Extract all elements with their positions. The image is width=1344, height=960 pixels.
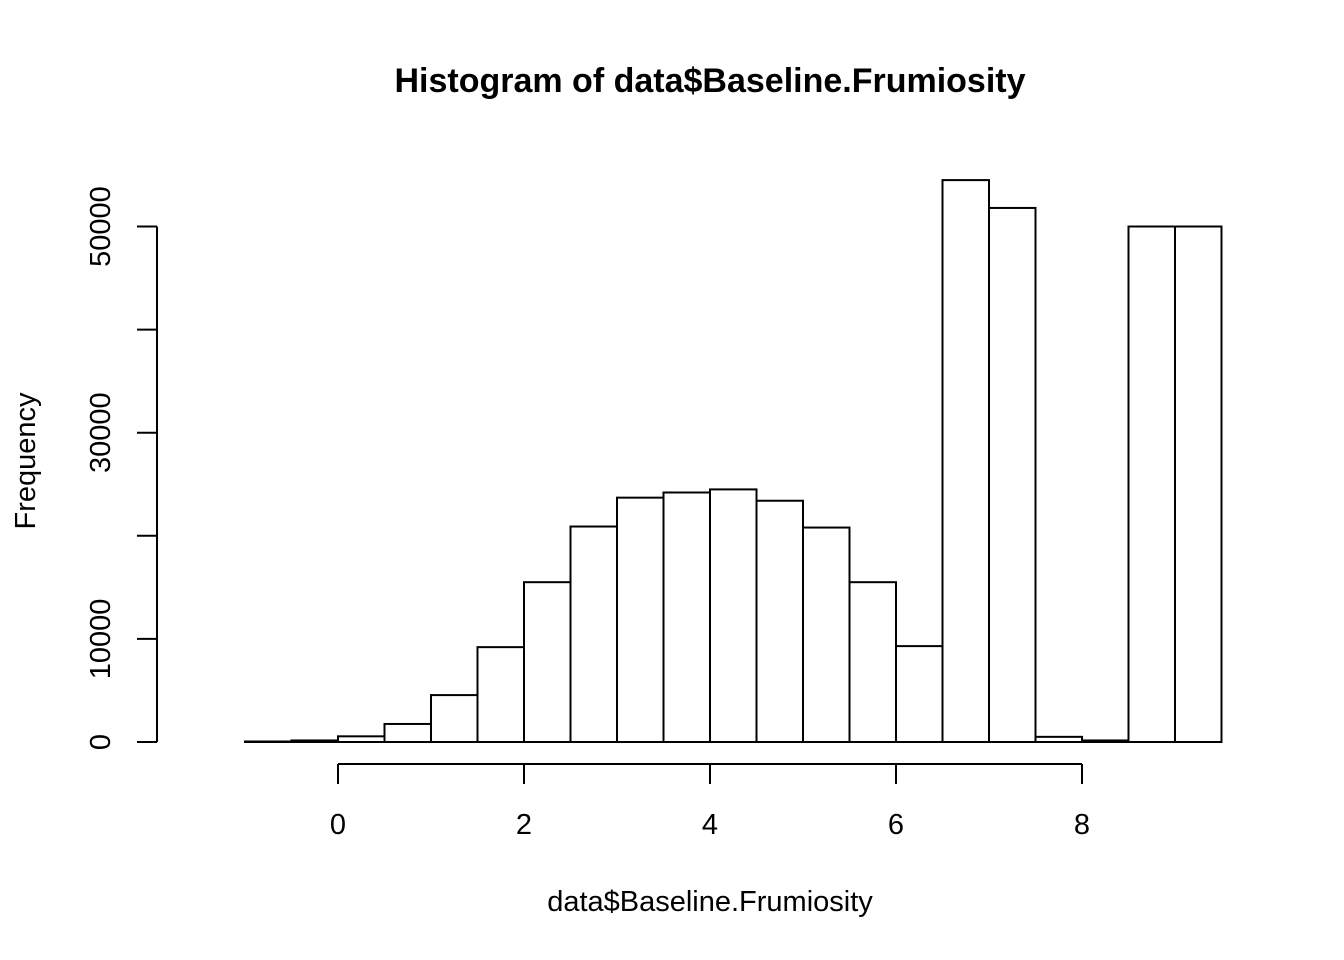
chart-title: Histogram of data$Baseline.Frumiosity [394,62,1025,100]
x-tick-label: 8 [1074,809,1090,841]
histogram-bar [476,646,525,744]
histogram-bar [662,491,711,743]
histogram-bar [941,179,990,744]
x-tick-label: 0 [330,809,346,841]
histogram-bar [244,740,293,743]
histogram-bar [523,581,572,743]
y-tick-label: 50000 [85,186,117,267]
histogram-bar [988,206,1037,743]
histogram-bar [848,581,897,743]
x-axis: 0 2 4 6 8 [330,763,1090,841]
histogram-bar [802,526,851,743]
histogram-bar [616,496,665,744]
histogram-bar [1127,225,1176,743]
histogram-bar [709,488,758,743]
histogram-bar [290,739,339,743]
histogram-bars [244,179,1223,744]
y-tick-label: 10000 [85,599,117,680]
y-tick-label: 0 [85,734,117,750]
x-tick-label: 4 [702,809,718,841]
histogram-bar [569,525,618,743]
y-tick-label: 30000 [85,392,117,473]
x-tick-label: 2 [516,809,532,841]
y-axis: 0 10000 30000 50000 [85,186,158,750]
histogram-bar [383,722,432,744]
histogram-bar [1174,225,1223,743]
x-axis-label: data$Baseline.Frumiosity [547,886,873,918]
y-axis-label: Frequency [10,392,42,530]
histogram-bar [1081,739,1130,743]
histogram-bar [1034,735,1083,743]
x-tick-label: 6 [888,809,904,841]
histogram-bar [337,735,386,744]
histogram-bar [430,694,479,743]
histogram-bar [755,499,804,743]
histogram-bar [895,645,944,744]
